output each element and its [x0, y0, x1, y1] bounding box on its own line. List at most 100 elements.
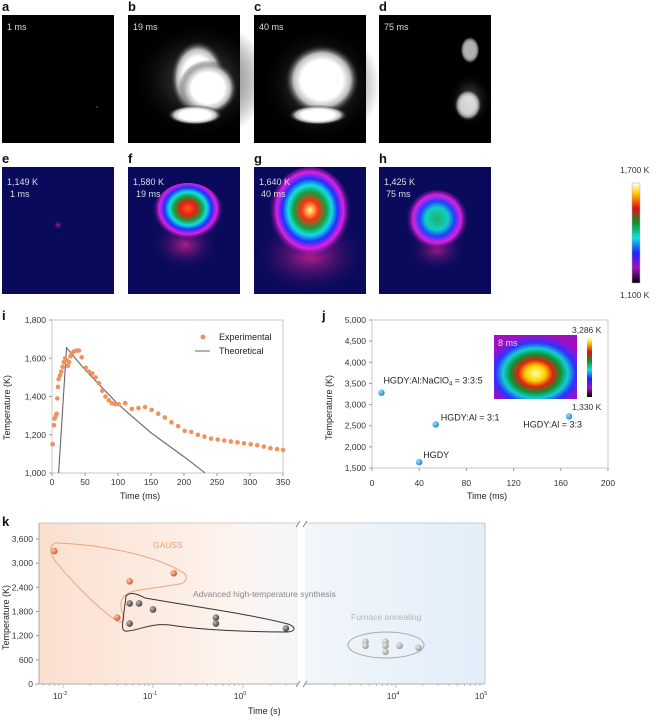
time-label: 19 ms [136, 189, 161, 199]
experimental-point [89, 371, 95, 376]
advanced-synthesis-point [149, 606, 157, 613]
advanced-enclosure [122, 593, 295, 633]
panel-letter: e [2, 151, 9, 166]
time-label: 40 ms [261, 189, 286, 199]
experimental-point [175, 423, 181, 429]
furnace-annealing-point [382, 648, 389, 656]
gauss-point [126, 577, 133, 585]
temperature-label: 1,580 K [133, 177, 164, 187]
x-tick-label: 250 [210, 477, 224, 487]
advanced-synthesis-point [126, 600, 133, 607]
x-tick-label: 0 [370, 478, 375, 488]
furnace-annealing-point [382, 642, 389, 650]
theoretical-line [58, 346, 206, 474]
y-axis-label: Temperature (K) [2, 375, 12, 440]
experimental-point [113, 401, 118, 407]
panel-f: f 1,580 K 19 ms [128, 151, 240, 294]
experimental-point [202, 434, 207, 439]
experimental-point [60, 364, 65, 370]
x-tick-label: 0 [50, 477, 55, 487]
experimental-point [58, 369, 64, 374]
x-tick-label: 105 [475, 691, 488, 701]
furnace-annealing-point [396, 642, 403, 650]
panel-letter: a [2, 0, 10, 14]
time-label: 1 ms [7, 22, 27, 32]
experimental-point [188, 429, 194, 435]
y-tick-label: 5,000 [345, 315, 367, 325]
gauss-point [170, 569, 178, 577]
x-tick-label: 200 [177, 477, 191, 487]
experimental-point [169, 420, 174, 425]
y-tick-label: 4,500 [345, 336, 367, 346]
experimental-point [142, 404, 148, 410]
point-label: HGDY:Al = 3:1 [441, 412, 500, 422]
advanced-synthesis-point [212, 614, 220, 621]
experimental-point [93, 375, 98, 380]
thermal-map [2, 167, 114, 294]
temperature-label: 1,425 K [384, 177, 415, 187]
panel-j-chart: j Time (ms) Temperature (K) 8 ms 3,286 K… [321, 308, 615, 501]
experimental-point [261, 444, 267, 449]
experimental-point [50, 442, 55, 447]
x-axis-label: Time (s) [248, 706, 281, 716]
y-tick-label: 3,600 [12, 534, 34, 544]
experimental-point [54, 396, 60, 401]
temperature-label: 1,149 K [7, 177, 38, 187]
inset-max-label: 3,286 K [572, 325, 602, 335]
experimental-point [83, 365, 88, 371]
experimental-point [55, 384, 61, 390]
experimental-point [280, 447, 286, 453]
panel-d: d 75 ms [379, 0, 492, 143]
experimental-point [103, 394, 108, 399]
inset-min-label: 1,330 K [572, 402, 602, 412]
data-point [378, 389, 385, 396]
furnace-label: Furnace annealing [351, 612, 422, 622]
thermal-colorbar: 1,700 K 1,100 K [620, 165, 650, 300]
x-tick-label: 160 [554, 478, 568, 488]
y-tick-label: 0 [28, 679, 33, 689]
plot-frame [51, 319, 284, 474]
x-tick-label: 350 [276, 477, 290, 487]
time-label: 40 ms [259, 22, 284, 32]
x-tick-label: 50 [80, 477, 90, 487]
panel-e: e 1,149 K 1 ms [2, 151, 114, 294]
colorbar-max-label: 1,700 K [620, 165, 650, 175]
photo [2, 15, 114, 143]
experimental-point [155, 411, 161, 417]
experimental-point [248, 442, 253, 447]
panel-letter: j [321, 308, 326, 323]
y-tick-label: 3,500 [345, 378, 367, 388]
time-label: 75 ms [384, 22, 409, 32]
x-tick-label: 200 [601, 478, 615, 488]
experimental-point [122, 400, 128, 406]
panel-i-chart: i Time (ms) Temperature (K) Experimental… [2, 308, 290, 501]
y-tick-label: 3,000 [12, 558, 34, 568]
experimental-point [221, 438, 227, 443]
advanced-synthesis-point [135, 600, 143, 607]
plot-background [39, 523, 485, 684]
furnace-enclosure [347, 631, 425, 659]
experimental-point [79, 354, 84, 360]
panel-letter: k [2, 514, 10, 529]
experimental-point [96, 380, 102, 386]
x-tick-label: 300 [243, 477, 257, 487]
gauss-enclosure [50, 542, 187, 623]
experimental-point [254, 442, 260, 448]
gauss-label: GAUSS [153, 540, 183, 550]
x-tick-label: 104 [387, 691, 400, 701]
panel-k-chart: k GAUSS Advanced high-temperature synthe… [1, 514, 487, 716]
advanced-synthesis-point [126, 620, 133, 627]
advanced-label: Advanced high-temperature synthesis [193, 589, 336, 599]
inset-colorbar [587, 337, 592, 397]
legend-theoretical: Theoretical [219, 346, 264, 356]
x-axis-label: Time (ms) [467, 491, 507, 501]
experimental-point [241, 441, 247, 446]
y-tick-label: 1,200 [12, 631, 34, 641]
experimental-point [99, 388, 105, 394]
experimental-point [54, 411, 59, 417]
temperature-label: 1,640 K [259, 177, 290, 187]
experimental-point [195, 432, 201, 438]
y-tick-label: 4,000 [345, 357, 367, 367]
inset-time-label: 8 ms [498, 338, 518, 348]
advanced-synthesis-point [282, 625, 290, 632]
